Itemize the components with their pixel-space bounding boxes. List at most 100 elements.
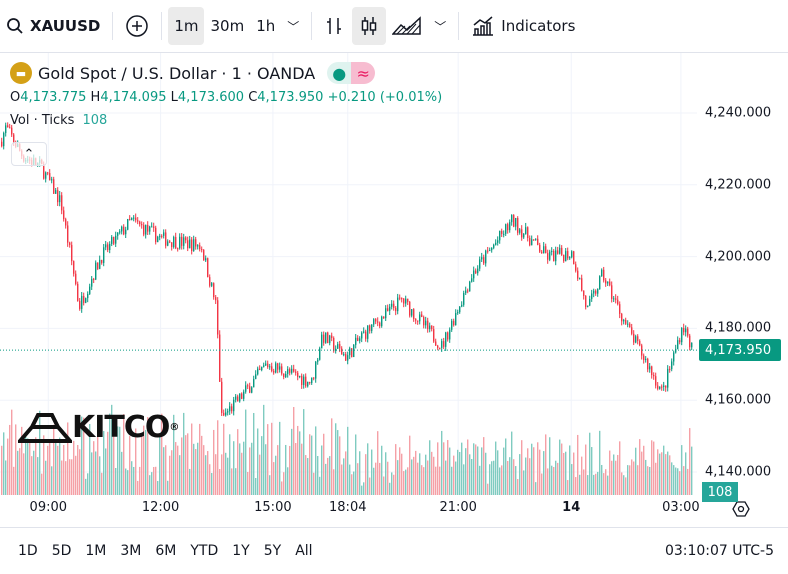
volume-bar (195, 449, 197, 495)
settings-hexagon-icon[interactable] (732, 500, 750, 518)
volume-bar (173, 414, 175, 495)
volume-bar (265, 444, 267, 495)
interval-1h[interactable]: 1h (250, 7, 281, 45)
candle-body (371, 324, 373, 331)
clock-timezone[interactable]: 03:10:07 UTC-5 (664, 543, 774, 559)
range-1m[interactable]: 1M (85, 543, 107, 559)
time-axis[interactable]: 09:00 12:00 15:00 18:04 21:00 14 03:00 (0, 495, 750, 523)
volume-bar (209, 464, 211, 495)
price-chart[interactable] (0, 53, 697, 495)
indicators-button[interactable]: Indicators (465, 7, 581, 45)
range-3m[interactable]: 3M (120, 543, 142, 559)
candle-body (485, 250, 487, 264)
market-status-pill[interactable]: ● ≈ (327, 62, 376, 84)
volume-bar (611, 460, 613, 495)
candle-body (81, 295, 83, 309)
volume-bar (651, 440, 653, 495)
range-1y[interactable]: 1Y (232, 543, 250, 559)
volume-bar (351, 474, 353, 495)
volume-bar (143, 425, 145, 495)
volume-bar (497, 450, 499, 495)
candle-body (489, 250, 491, 252)
candle-body (607, 281, 609, 284)
volume-bar (49, 442, 51, 495)
candle-body (547, 253, 549, 260)
volume-bar (13, 466, 15, 495)
volume-bar (347, 426, 349, 495)
candle-body (443, 341, 445, 347)
chevron-up-icon: ⌃ (23, 146, 35, 162)
candle-body (109, 243, 111, 251)
symbol-search[interactable]: XAUUSD (0, 7, 106, 45)
range-1d[interactable]: 1D (18, 543, 38, 559)
interval-1m[interactable]: 1m (168, 7, 205, 45)
candles-style-button[interactable] (352, 7, 387, 45)
volume-bar (67, 422, 69, 495)
volume-bar (175, 442, 177, 495)
candle-body (255, 374, 257, 379)
candle-body (405, 298, 407, 304)
volume-bar (531, 443, 533, 495)
volume-bar (355, 434, 357, 495)
range-all[interactable]: All (295, 543, 313, 559)
volume-bar (371, 449, 373, 495)
volume-bar (343, 458, 345, 495)
volume-bar (167, 480, 169, 495)
candle-body (437, 345, 439, 348)
volume-bar (307, 458, 309, 495)
volume-bar (267, 424, 269, 495)
range-5d[interactable]: 5D (51, 543, 72, 559)
candle-body (145, 224, 147, 235)
candle-body (195, 239, 197, 247)
volume-bar (605, 469, 607, 495)
price-tick-label: 4,160.000 (705, 392, 772, 408)
volume-bar (217, 420, 219, 495)
candle-body (407, 298, 409, 302)
candle-body (149, 226, 151, 232)
price-axis[interactable]: 4,240.000 4,220.000 4,200.000 4,180.000 4,16… (697, 53, 788, 493)
volume-bar (329, 456, 331, 495)
volume-bar (671, 462, 673, 495)
candle-body (129, 218, 131, 220)
candle-body (345, 354, 347, 361)
interval-dropdown[interactable]: ﹀ (281, 7, 305, 45)
candle-body (63, 210, 65, 220)
volume-bar (587, 475, 589, 495)
chart-type-dropdown[interactable]: ﹀ (428, 7, 452, 45)
range-ytd[interactable]: YTD (190, 543, 219, 559)
candle-body (107, 244, 109, 251)
interval-30m[interactable]: 30m (204, 7, 250, 45)
candle-body (13, 134, 15, 143)
volume-bar (593, 474, 595, 495)
volume-bar (419, 453, 421, 495)
bars-style-button[interactable] (318, 7, 352, 45)
candle-body (661, 386, 663, 388)
candle-body (265, 363, 267, 366)
volume-bar (453, 455, 455, 495)
candle-body (615, 298, 617, 300)
area-style-button[interactable] (386, 7, 428, 45)
range-6m[interactable]: 6M (155, 543, 177, 559)
volume-bar (97, 436, 99, 495)
compare-button[interactable] (119, 7, 155, 45)
volume-bar (521, 440, 523, 495)
candle-body (133, 217, 135, 219)
volume-bar (475, 444, 477, 495)
volume-bar (559, 439, 561, 495)
range-5y[interactable]: 5Y (263, 543, 282, 559)
volume-bar (643, 445, 645, 495)
volume-bar (5, 460, 7, 495)
candle-body (549, 251, 551, 260)
volume-bar (467, 439, 469, 495)
volume-bar (203, 445, 205, 495)
candle-body (659, 386, 661, 389)
candle-body (99, 259, 101, 269)
candle-body (363, 331, 365, 333)
candle-body (89, 286, 91, 294)
candle-body (583, 290, 585, 296)
collapse-legend-button[interactable]: ⌃ (11, 142, 47, 166)
volume-bar (493, 460, 495, 495)
volume-bar (55, 441, 57, 495)
volume-bar (457, 449, 459, 495)
volume-bar (533, 447, 535, 495)
